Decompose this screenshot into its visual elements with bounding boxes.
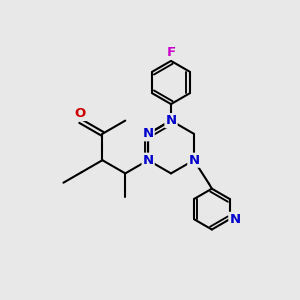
Text: F: F xyxy=(167,46,176,59)
Text: N: N xyxy=(165,114,177,127)
Text: N: N xyxy=(142,154,154,167)
Text: O: O xyxy=(75,107,86,120)
Text: N: N xyxy=(142,127,154,140)
Text: N: N xyxy=(188,154,200,167)
Text: N: N xyxy=(230,213,241,226)
